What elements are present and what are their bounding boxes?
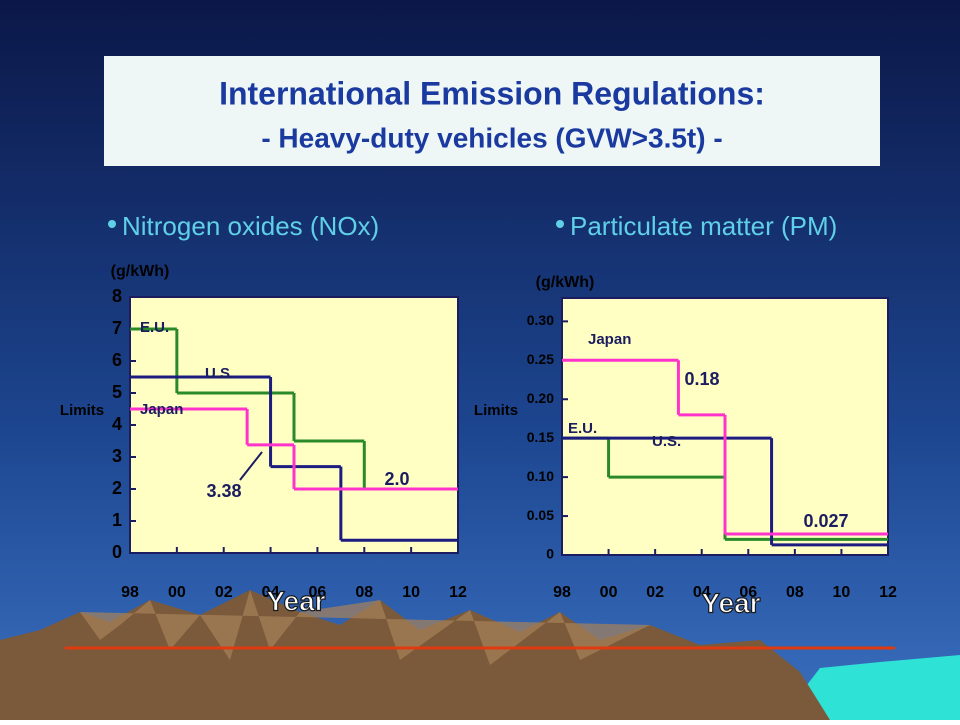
series-label: E.U. bbox=[140, 319, 169, 336]
leader-line bbox=[239, 451, 263, 481]
mountain-highlight bbox=[80, 590, 650, 665]
bullet bbox=[556, 220, 564, 228]
value-label: 0.18 bbox=[684, 369, 719, 389]
y-tick-label: 8 bbox=[112, 286, 122, 306]
y-tick-label: 0 bbox=[112, 542, 122, 562]
y-tick-label: 0.05 bbox=[527, 507, 554, 523]
series-label: Japan bbox=[588, 331, 631, 348]
y-tick-label: 0 bbox=[546, 546, 554, 562]
series-label: Japan bbox=[140, 401, 183, 418]
x-axis-label: Year bbox=[266, 585, 325, 616]
y-tick-label: 0.10 bbox=[527, 468, 554, 484]
y-unit: (g/kWh) bbox=[536, 274, 595, 291]
x-tick-label: 08 bbox=[786, 584, 804, 601]
x-tick-label: 08 bbox=[355, 584, 373, 601]
y-tick-label: 3 bbox=[112, 446, 122, 466]
value-label: 0.027 bbox=[803, 511, 848, 531]
y-tick-label: 4 bbox=[112, 414, 122, 434]
value-label: 3.38 bbox=[206, 481, 241, 501]
y-tick-label: 0.30 bbox=[527, 312, 554, 328]
subtitle: - Heavy-duty vehicles (GVW>3.5t) - bbox=[261, 122, 722, 153]
bullet bbox=[108, 220, 116, 228]
title: International Emission Regulations: bbox=[219, 75, 765, 111]
y-tick-label: 1 bbox=[112, 510, 122, 530]
chart-subtitle: Nitrogen oxides (NOx) bbox=[122, 211, 379, 241]
y-tick-label: 5 bbox=[112, 382, 122, 402]
y-tick-label: 0.20 bbox=[527, 390, 554, 406]
x-tick-label: 02 bbox=[215, 584, 233, 601]
value-label: 2.0 bbox=[384, 469, 409, 489]
y-tick-label: 6 bbox=[112, 350, 122, 370]
y-axis-label: Limits bbox=[60, 402, 104, 419]
x-tick-label: 12 bbox=[449, 584, 467, 601]
x-tick-label: 10 bbox=[833, 584, 851, 601]
x-tick-label: 10 bbox=[402, 584, 420, 601]
series-label: E.U. bbox=[568, 420, 597, 437]
x-tick-label: 06 bbox=[309, 584, 327, 601]
y-axis-label: Limits bbox=[474, 402, 518, 419]
x-axis-label: Year bbox=[701, 587, 760, 618]
title-box bbox=[104, 56, 880, 166]
y-tick-label: 0.15 bbox=[527, 429, 554, 445]
chart-subtitle: Particulate matter (PM) bbox=[570, 211, 837, 241]
y-tick-label: 0.25 bbox=[527, 351, 554, 367]
series-label: U.S. bbox=[652, 433, 681, 450]
x-tick-label: 98 bbox=[121, 584, 139, 601]
x-tick-label: 12 bbox=[879, 584, 897, 601]
y-tick-label: 7 bbox=[112, 318, 122, 338]
x-tick-label: 04 bbox=[693, 584, 711, 601]
x-tick-label: 00 bbox=[168, 584, 186, 601]
x-tick-label: 98 bbox=[553, 584, 571, 601]
water bbox=[780, 655, 960, 720]
y-unit: (g/kWh) bbox=[111, 263, 170, 280]
series-label: U.S. bbox=[205, 365, 234, 382]
x-tick-label: 00 bbox=[600, 584, 618, 601]
x-tick-label: 04 bbox=[262, 584, 280, 601]
x-tick-label: 02 bbox=[646, 584, 664, 601]
y-tick-label: 2 bbox=[112, 478, 122, 498]
x-tick-label: 06 bbox=[739, 584, 757, 601]
